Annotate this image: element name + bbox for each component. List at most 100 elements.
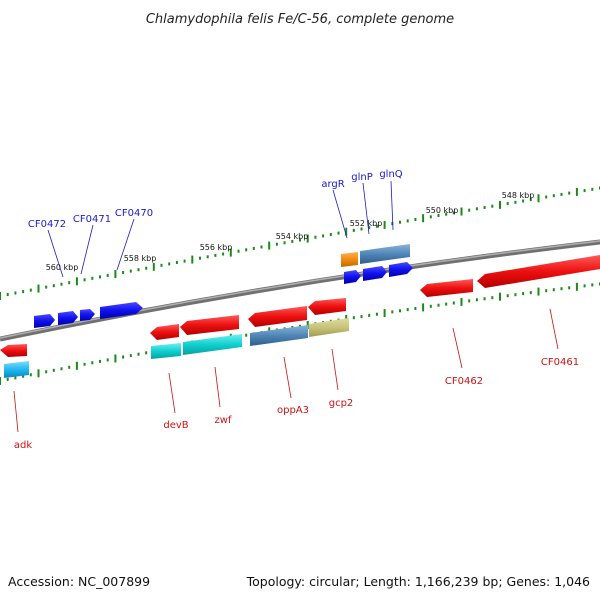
scale-tick-minor [29, 288, 32, 292]
gene-label-cf0471[interactable]: CF0471 [73, 214, 111, 225]
scale-tick-major [75, 277, 78, 286]
scale-tick-minor [529, 291, 532, 295]
gene-arrow[interactable] [58, 311, 78, 325]
gene-label-cf0472[interactable]: CF0472 [28, 219, 66, 230]
scale-tick-major [575, 187, 578, 196]
gene-arrow[interactable] [389, 262, 413, 277]
scale-labels: 560 kbp 558 kbp 556 kbp 554 kbp 552 kbp … [46, 191, 535, 272]
gene-arrow[interactable] [477, 255, 600, 288]
gene-arrow[interactable] [360, 244, 410, 264]
scale-tick-minor [14, 376, 17, 380]
map-title: Chlamydophila felis Fe/C-56, complete ge… [146, 12, 454, 27]
gene-arrow[interactable] [248, 306, 307, 327]
scale-tick-minor [129, 269, 132, 273]
scale-tick-major [0, 292, 1, 300]
gene-arrow[interactable] [4, 361, 29, 378]
scale-tick-minor [568, 191, 571, 195]
genome-info-text: Topology: circular; Length: 1,166,239 bp… [246, 574, 590, 589]
tick-label-548: 548 kbp [502, 191, 535, 200]
gene-arrow[interactable] [180, 315, 239, 335]
scale-tick-minor [591, 283, 594, 287]
gene-label-cf0461[interactable]: CF0461 [541, 357, 579, 368]
scale-tick-major [422, 303, 425, 312]
scale-tick-major [37, 369, 40, 378]
scale-tick-minor [60, 282, 63, 286]
gene-label-glnq[interactable]: glnQ [379, 169, 402, 180]
gene-label-argr[interactable]: argR [321, 179, 344, 190]
scale-tick-minor [252, 246, 255, 250]
gene-arrow[interactable] [309, 318, 349, 337]
scale-tick-major [268, 241, 271, 250]
scale-tick-minor [29, 373, 32, 377]
tick-label-556: 556 kbp [200, 243, 233, 252]
scale-tick-minor [83, 362, 86, 366]
gene-arrow[interactable] [341, 252, 358, 267]
scale-tick-minor [406, 219, 409, 223]
gene-label-oppa3[interactable]: oppA3 [277, 405, 309, 416]
scale-tick-minor [214, 253, 217, 257]
scale-tick-minor [360, 227, 363, 231]
scale-tick-minor [437, 214, 440, 217]
gene-arrow[interactable] [250, 325, 308, 346]
scale-tick-minor [99, 359, 101, 363]
scale-tick-minor [583, 284, 586, 288]
gene-label-zwf[interactable]: zwf [215, 415, 232, 426]
gene-arrow[interactable] [183, 334, 242, 355]
gene-label-glnp[interactable]: glnP [351, 172, 373, 183]
scale-tick-minor [68, 281, 71, 285]
scale-tick-minor [183, 259, 186, 263]
gene-arrow[interactable] [150, 324, 179, 340]
scale-tick-minor [168, 262, 171, 266]
scale-tick-minor [122, 271, 125, 274]
scale-tick-minor [260, 245, 263, 249]
gene-label-gcp2[interactable]: gcp2 [329, 398, 354, 409]
gene-arrow[interactable] [363, 266, 387, 281]
forward-gene-labels: CF0472 CF0471 CF0470 argR glnP glnQ [28, 169, 403, 230]
scale-tick-major [37, 284, 40, 293]
scale-tick-minor [145, 266, 148, 270]
scale-tick-minor [137, 268, 140, 272]
scale-tick-minor [475, 207, 478, 211]
scale-tick-minor [391, 310, 394, 314]
scale-tick-minor [506, 202, 509, 206]
gene-label-cf0470[interactable]: CF0470 [115, 208, 153, 219]
scale-tick-minor [452, 211, 455, 215]
scale-tick-major [306, 234, 309, 243]
scale-tick-minor [337, 231, 340, 235]
scale-tick-minor [414, 307, 417, 310]
label-leaders [13, 180, 559, 433]
gene-arrow[interactable] [420, 279, 473, 297]
gene-arrow[interactable] [80, 309, 95, 321]
scale-tick-major [422, 214, 425, 223]
scale-tick-minor [491, 296, 494, 300]
gene-label-cf0462[interactable]: CF0462 [445, 376, 483, 387]
scale-tick-minor [329, 233, 332, 236]
scale-tick-minor [22, 374, 25, 378]
gene-arrow[interactable] [0, 344, 27, 357]
scale-tick-minor [429, 304, 432, 308]
scale-tick-minor [22, 290, 25, 294]
scale-tick-minor [368, 226, 371, 230]
scale-tick-minor [160, 263, 163, 267]
gene-arrow[interactable] [308, 298, 346, 315]
scale-tick-minor [514, 200, 517, 204]
scale-tick-major [499, 292, 501, 301]
scale-tick-minor [552, 288, 555, 292]
scale-tick-minor [468, 208, 471, 212]
scale-tick-minor [52, 368, 55, 372]
scale-tick-minor [560, 192, 563, 196]
scale-tick-minor [91, 361, 94, 365]
gene-arrow[interactable] [151, 343, 181, 359]
scale-tick-minor [83, 278, 86, 282]
gene-arrow[interactable] [100, 302, 143, 319]
scale-tick-minor [137, 352, 140, 356]
gene-label-devb[interactable]: devB [163, 420, 188, 431]
gene-arrow[interactable] [34, 314, 55, 328]
scale-tick-minor [529, 198, 532, 202]
scale-tick-major [383, 309, 386, 318]
gene-arrow[interactable] [344, 270, 361, 284]
scale-tick-minor [291, 239, 294, 243]
scale-tick-minor [45, 285, 48, 289]
gene-label-adk[interactable]: adk [14, 440, 32, 451]
